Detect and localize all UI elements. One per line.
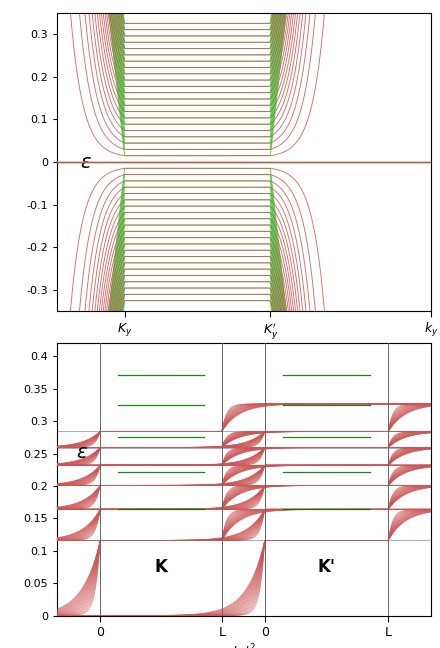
Text: $\epsilon$: $\epsilon$ — [80, 152, 92, 172]
Text: $\epsilon$: $\epsilon$ — [76, 443, 88, 462]
Text: K': K' — [318, 558, 335, 576]
X-axis label: $k_y l_b^2$: $k_y l_b^2$ — [232, 642, 256, 648]
Text: K: K — [154, 558, 168, 576]
